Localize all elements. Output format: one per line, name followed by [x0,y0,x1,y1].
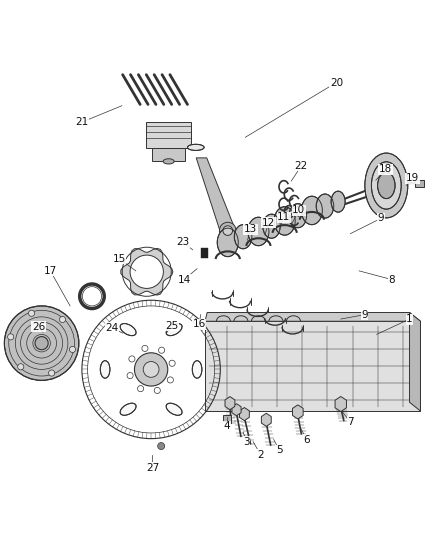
Polygon shape [415,180,424,187]
Text: 10: 10 [292,205,305,215]
Text: 16: 16 [193,319,206,329]
Polygon shape [223,415,231,421]
Polygon shape [240,408,249,421]
Circle shape [138,385,144,392]
Circle shape [129,356,135,362]
Circle shape [143,361,159,377]
Ellipse shape [187,144,204,150]
Polygon shape [225,397,235,410]
Ellipse shape [100,361,110,378]
Text: 1: 1 [406,314,413,324]
Ellipse shape [378,172,395,199]
Text: 11: 11 [277,213,290,222]
Circle shape [60,317,66,322]
Ellipse shape [166,324,182,336]
Text: 4: 4 [223,422,230,431]
Text: 23: 23 [177,237,190,247]
Ellipse shape [223,226,233,236]
Text: 6: 6 [303,434,310,445]
Circle shape [7,334,14,340]
Text: 15: 15 [113,254,126,264]
Text: 19: 19 [406,173,419,183]
Text: 7: 7 [347,417,354,427]
Polygon shape [146,122,191,148]
Polygon shape [261,413,271,426]
Ellipse shape [217,228,238,257]
Circle shape [35,336,48,350]
Ellipse shape [163,159,174,164]
Text: 2: 2 [257,450,264,460]
Ellipse shape [331,191,345,212]
Polygon shape [121,248,173,295]
Text: 21: 21 [76,117,89,127]
Polygon shape [152,148,185,161]
Text: 5: 5 [276,446,283,456]
Circle shape [49,370,55,376]
Polygon shape [201,248,208,258]
Text: 24: 24 [105,323,118,333]
Circle shape [169,360,175,366]
Polygon shape [196,158,236,231]
Ellipse shape [316,194,334,218]
Text: 8: 8 [389,274,396,285]
Polygon shape [232,403,241,416]
Circle shape [158,442,165,449]
Polygon shape [205,321,420,411]
Polygon shape [205,312,420,321]
Text: 25: 25 [165,321,178,330]
Ellipse shape [301,196,322,225]
Circle shape [154,387,160,393]
Ellipse shape [263,214,280,238]
Circle shape [159,347,165,353]
Polygon shape [293,405,303,419]
Text: 26: 26 [32,322,45,332]
Text: 22: 22 [295,161,308,171]
Ellipse shape [120,324,136,336]
Text: 27: 27 [146,463,159,473]
Text: 12: 12 [262,217,275,228]
Text: 13: 13 [244,224,257,235]
Polygon shape [335,397,346,411]
Text: 9: 9 [361,310,368,320]
Circle shape [70,346,76,352]
Ellipse shape [371,162,401,209]
Polygon shape [410,312,420,411]
Circle shape [127,373,133,378]
Ellipse shape [234,225,252,249]
Text: 9: 9 [378,213,385,223]
Circle shape [18,364,24,370]
Circle shape [134,353,168,386]
Ellipse shape [120,403,136,415]
Ellipse shape [166,403,182,415]
Text: 18: 18 [379,164,392,174]
Circle shape [4,306,79,381]
Text: 14: 14 [177,274,191,285]
Text: 20: 20 [330,77,343,87]
Circle shape [167,377,173,383]
Ellipse shape [219,222,236,239]
Ellipse shape [274,207,295,235]
Text: 3: 3 [243,437,250,447]
Polygon shape [130,255,163,288]
Circle shape [28,310,35,316]
Ellipse shape [289,204,307,228]
Circle shape [142,345,148,351]
Ellipse shape [365,153,408,218]
Ellipse shape [192,361,202,378]
Ellipse shape [248,217,269,246]
Text: 17: 17 [44,266,57,276]
